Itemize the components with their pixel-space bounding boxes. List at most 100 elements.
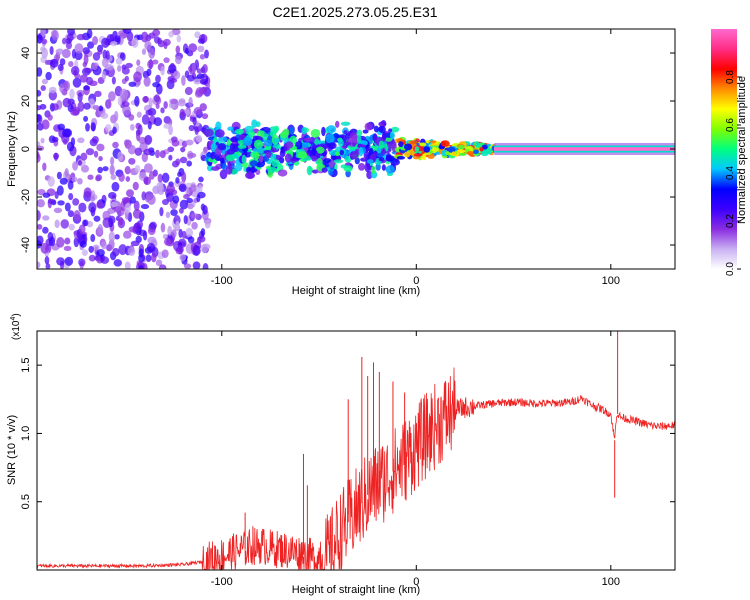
noise-blob — [140, 31, 149, 43]
noise-blob — [59, 177, 68, 185]
noise-blob — [187, 152, 197, 159]
transition-blob — [349, 150, 359, 160]
noise-blob — [184, 70, 190, 79]
noise-blob — [109, 164, 115, 176]
spectrogram-y-tick-label: 40 — [20, 47, 32, 59]
noise-blob — [37, 114, 43, 124]
transition-blob — [343, 130, 348, 135]
transition-blob — [269, 153, 277, 161]
noise-blob — [165, 211, 171, 219]
transition-blob — [297, 151, 308, 159]
noise-blob — [88, 254, 96, 262]
noise-blob — [167, 225, 173, 236]
spectrogram-y-label: Frequency (Hz) — [6, 111, 18, 187]
transition-blob — [267, 166, 277, 173]
snr-x-tick-label: -100 — [211, 576, 233, 588]
transition-blob — [381, 164, 386, 171]
spectrogram-heatmap — [37, 29, 675, 269]
noise-blob — [87, 174, 94, 180]
noise-blob — [171, 139, 180, 147]
noise-blob — [166, 192, 174, 203]
noise-blob — [102, 49, 108, 60]
colorbar-tick-label: 0.0 — [725, 262, 736, 276]
noise-blob — [128, 114, 135, 121]
noise-blob — [37, 223, 43, 230]
noise-blob — [118, 172, 125, 182]
noise-blob — [57, 63, 64, 72]
transition-blob — [316, 158, 323, 167]
noise-blob — [190, 184, 197, 193]
noise-blob — [92, 104, 100, 111]
transition-blob — [249, 160, 258, 167]
noise-blob — [175, 55, 182, 65]
noise-blob — [83, 115, 89, 122]
noise-blob — [197, 45, 205, 53]
transition-blob — [337, 138, 344, 147]
colorbar-tick-label: 0.8 — [725, 70, 736, 84]
transition-blob — [245, 166, 256, 174]
noise-blob — [72, 198, 80, 206]
noise-blob — [88, 80, 98, 87]
noise-blob — [132, 181, 139, 191]
transition-blob — [358, 146, 364, 157]
noise-blob — [199, 78, 209, 85]
snr-y-multiplier-exp: 4 — [10, 317, 17, 321]
noise-blob — [53, 207, 63, 214]
transition-blob — [321, 126, 326, 137]
noise-blob — [202, 64, 208, 74]
transition-blob — [301, 126, 308, 135]
noise-blob — [147, 60, 154, 69]
noise-blob — [61, 48, 71, 59]
noise-blob — [192, 261, 201, 269]
noise-blob — [143, 148, 153, 156]
transition-blob — [314, 138, 320, 145]
transition-blob — [328, 169, 333, 176]
noise-blob — [136, 111, 142, 118]
spectrogram-x-tick-label: 100 — [602, 275, 620, 287]
noise-blob — [192, 117, 197, 126]
noise-blob — [111, 181, 120, 192]
noise-blob — [101, 37, 110, 49]
transition-blob — [230, 136, 239, 143]
noise-blob — [171, 229, 177, 238]
transition-blob — [242, 136, 253, 146]
noise-blob — [77, 177, 83, 185]
noise-blob — [42, 226, 49, 234]
noise-blob — [78, 258, 86, 267]
transition-blob — [218, 136, 228, 142]
noise-blob — [115, 57, 123, 65]
noise-blob — [81, 164, 90, 173]
noise-blob — [183, 214, 188, 225]
noise-blob — [64, 168, 69, 177]
noise-blob — [37, 153, 41, 163]
transition-blob — [220, 157, 225, 164]
noise-blob — [40, 46, 46, 52]
noise-blob — [168, 31, 174, 38]
noise-blob — [74, 50, 83, 61]
snr-panel: -100 0 100 0.5 1.0 1.5 Height of straight lin… — [6, 313, 676, 596]
noise-blob — [122, 29, 132, 34]
noise-blob — [98, 105, 104, 112]
converging-blob — [466, 151, 475, 156]
converging-blob — [446, 146, 456, 153]
noise-blob — [175, 158, 181, 166]
noise-blob — [188, 96, 193, 108]
spectrogram-ticks: -100 0 100 -40 -20 0 20 40 — [20, 29, 675, 287]
noise-blob — [133, 200, 140, 211]
converging-blob — [396, 155, 406, 160]
transition-blob — [321, 167, 328, 173]
noise-blob — [133, 71, 142, 83]
noise-blob — [153, 94, 160, 103]
transition-blob — [234, 128, 245, 135]
noise-blob — [104, 124, 112, 133]
snr-frame — [36, 330, 676, 571]
noise-blob — [62, 97, 72, 108]
transition-blob — [378, 140, 385, 150]
noise-blob — [175, 45, 181, 54]
colorbar-ticks: 0.0 0.2 0.4 0.6 0.8 — [725, 70, 741, 276]
noise-blob — [184, 86, 193, 96]
transition-blob — [339, 149, 345, 156]
snr-y-multiplier-base: (x10 — [11, 320, 22, 340]
noise-blob — [96, 143, 105, 152]
noise-blob — [42, 215, 50, 221]
